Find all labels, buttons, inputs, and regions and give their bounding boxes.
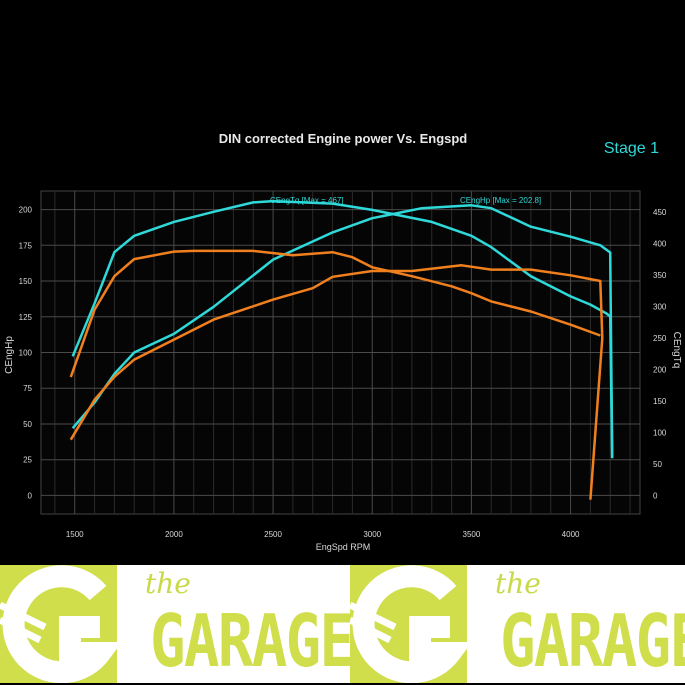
x-tick-label: 3500 — [463, 530, 481, 539]
x-tick-label: 4000 — [562, 530, 580, 539]
y2-tick-label: 0 — [653, 492, 658, 501]
y-tick-label: 125 — [19, 313, 33, 322]
y-tick-label: 75 — [23, 384, 32, 393]
logo-the-text: the — [495, 567, 541, 600]
x-tick-label: 2500 — [264, 530, 282, 539]
garage-logo: the GARAGE — [350, 565, 685, 683]
y-tick-label: 175 — [19, 241, 33, 250]
garage-logo: the GARAGE — [0, 565, 355, 683]
annotation-hp-max: CEngHp [Max = 202.8] — [460, 196, 541, 205]
logo-garage-text: GARAGE — [500, 599, 685, 683]
y-axis-label: CEngHp — [4, 336, 15, 374]
footer-banner: the GARAGE the GARAGE — [0, 565, 685, 683]
grid — [41, 191, 640, 514]
y2-tick-label: 300 — [653, 302, 667, 311]
annotation-tq-max: CEngTq [Max = 467] — [270, 196, 344, 205]
x-tick-label: 1500 — [66, 530, 84, 539]
y2-tick-label: 50 — [653, 460, 662, 469]
y2-tick-label: 450 — [653, 208, 667, 217]
stage-label: Stage 1 — [604, 140, 659, 157]
logo-garage-text: GARAGE — [150, 599, 355, 683]
y-tick-label: 0 — [28, 491, 33, 500]
y-tick-label: 50 — [23, 420, 32, 429]
series-lines — [69, 199, 614, 500]
y2-tick-label: 400 — [653, 239, 667, 248]
ticks: 0255075100125150175200050100150200250300… — [19, 206, 667, 539]
y2-tick-label: 350 — [653, 271, 667, 280]
chart-title: DIN corrected Engine power Vs. Engspd — [219, 131, 468, 146]
garage-g-wrench-icon — [0, 565, 117, 683]
logo-the-text: the — [145, 567, 191, 600]
series-line-stage1-tq — [71, 199, 614, 457]
y-tick-label: 25 — [23, 456, 32, 465]
y2-tick-label: 250 — [653, 334, 667, 343]
y2-tick-label: 200 — [653, 366, 667, 375]
y-tick-label: 200 — [19, 206, 33, 215]
y2-axis-label: CEngTq — [671, 332, 682, 369]
series-line-stage1-hp — [71, 204, 614, 459]
y-tick-label: 150 — [19, 277, 33, 286]
chart: DIN corrected Engine power Vs. Engspd St… — [4, 131, 682, 552]
series-line-stock-tq — [69, 249, 601, 378]
garage-g-wrench-icon — [350, 565, 467, 683]
x-tick-label: 2000 — [165, 530, 183, 539]
x-axis-label: EngSpd RPM — [316, 542, 371, 552]
y-tick-label: 100 — [19, 349, 33, 358]
y2-tick-label: 100 — [653, 429, 667, 438]
y2-tick-label: 150 — [653, 397, 667, 406]
series-line-stock-hp — [69, 264, 604, 500]
x-tick-label: 3000 — [363, 530, 381, 539]
